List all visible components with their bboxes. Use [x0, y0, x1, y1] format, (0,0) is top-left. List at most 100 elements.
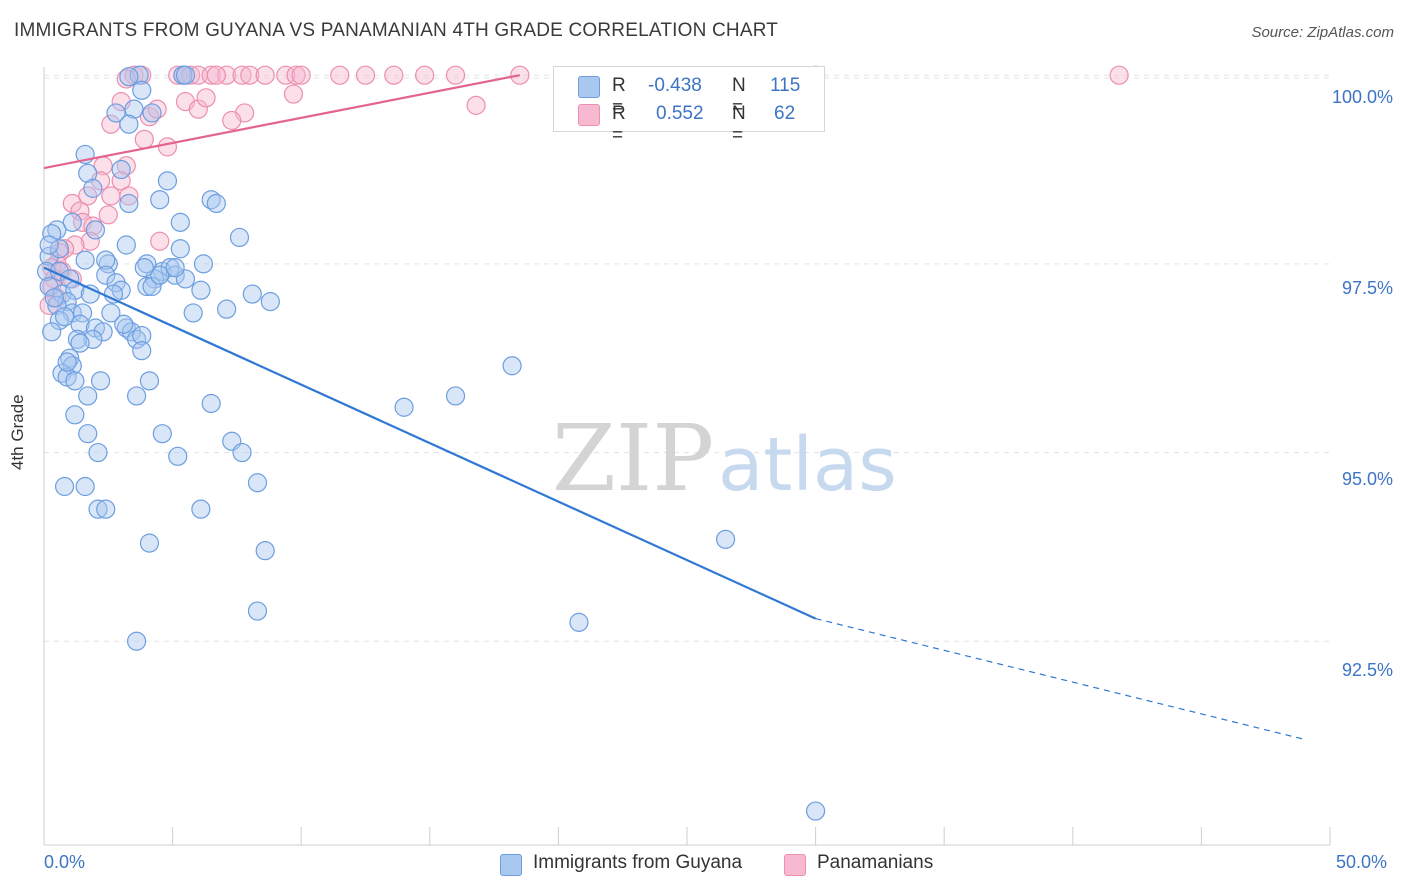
data-point — [715, 529, 736, 549]
data-point — [83, 178, 103, 198]
watermark-zip: ZIP — [552, 405, 714, 512]
data-point — [139, 533, 160, 553]
data-point — [75, 250, 95, 270]
data-point — [57, 292, 77, 312]
data-point — [502, 356, 522, 376]
data-point — [42, 224, 62, 244]
pink-swatch-icon — [578, 104, 600, 126]
data-point — [132, 80, 152, 100]
data-point — [255, 541, 275, 561]
data-point — [142, 103, 162, 123]
data-point — [70, 333, 90, 353]
data-point — [119, 67, 139, 87]
data-point — [181, 65, 201, 85]
data-point — [101, 303, 121, 323]
data-point — [165, 258, 185, 278]
data-point — [65, 371, 85, 391]
trend-line-panamanians — [43, 74, 521, 170]
data-point — [193, 254, 214, 274]
data-point — [196, 88, 216, 108]
data-point — [132, 325, 152, 346]
data-point — [394, 397, 414, 417]
data-point — [65, 235, 85, 255]
data-point — [137, 276, 157, 297]
data-point — [188, 99, 208, 119]
data-point — [445, 386, 466, 406]
data-point — [62, 193, 82, 214]
data-point — [805, 801, 826, 821]
data-point — [206, 193, 226, 214]
data-point — [139, 371, 160, 391]
data-point — [116, 235, 136, 255]
y-tick-label: 95.0% — [1341, 469, 1393, 489]
data-point — [101, 186, 121, 206]
data-point — [134, 129, 154, 149]
data-point — [201, 190, 221, 210]
data-point — [65, 405, 85, 425]
data-point — [116, 156, 136, 176]
data-point — [1109, 65, 1129, 85]
n-value: 62 — [774, 103, 796, 124]
data-point — [157, 137, 178, 157]
data-point — [247, 601, 268, 621]
r-value: 0.552 — [656, 103, 704, 124]
trend-line-guyana — [43, 266, 817, 620]
data-point — [126, 329, 147, 349]
data-point — [217, 65, 237, 85]
data-point — [124, 99, 144, 119]
data-point — [111, 159, 131, 180]
data-point — [569, 612, 589, 632]
trend-lines — [43, 74, 1305, 740]
data-point — [242, 284, 262, 304]
watermark-atlas: atlas — [718, 422, 897, 508]
data-point — [96, 265, 116, 285]
data-point — [119, 193, 139, 214]
data-point — [355, 65, 376, 85]
gridlines — [44, 74, 1330, 642]
data-point — [255, 65, 275, 85]
data-point — [72, 303, 93, 323]
data-point — [168, 446, 188, 466]
data-point — [240, 65, 260, 85]
data-point — [119, 114, 139, 134]
data-point — [283, 84, 304, 104]
data-point — [217, 299, 237, 319]
data-point — [54, 476, 75, 497]
data-point — [170, 212, 190, 232]
data-point — [47, 295, 67, 315]
data-point — [96, 499, 116, 519]
series-panamanians — [39, 65, 1129, 315]
legend-label: Panamanians — [817, 852, 934, 873]
data-point — [96, 250, 116, 270]
data-point — [445, 65, 466, 85]
data-point — [260, 292, 280, 312]
chart-title: IMMIGRANTS FROM GUYANA VS PANAMANIAN 4TH… — [14, 20, 779, 41]
data-point — [291, 65, 311, 85]
data-point — [286, 65, 306, 85]
data-point — [276, 65, 296, 85]
data-point — [232, 442, 252, 463]
data-point — [165, 265, 185, 285]
data-point — [222, 110, 242, 131]
data-point — [152, 424, 172, 444]
y-tick-label: 97.5% — [1341, 278, 1393, 298]
data-point — [116, 69, 136, 89]
data-point — [90, 371, 111, 391]
data-point — [247, 473, 268, 493]
data-point — [126, 386, 147, 406]
data-point — [384, 65, 404, 85]
data-point — [201, 393, 221, 414]
blue-swatch-icon — [500, 854, 522, 876]
x-tick-label-min: 0.0% — [44, 852, 86, 872]
data-point — [83, 329, 103, 349]
data-point — [330, 65, 350, 85]
data-point — [114, 314, 134, 334]
data-point — [88, 442, 108, 463]
y-tick-label: 92.5% — [1341, 660, 1393, 680]
data-point — [183, 303, 203, 323]
data-point — [80, 231, 100, 251]
data-point — [229, 227, 250, 248]
data-point — [49, 239, 70, 259]
r-label: R = — [612, 103, 626, 146]
data-point — [106, 103, 126, 123]
